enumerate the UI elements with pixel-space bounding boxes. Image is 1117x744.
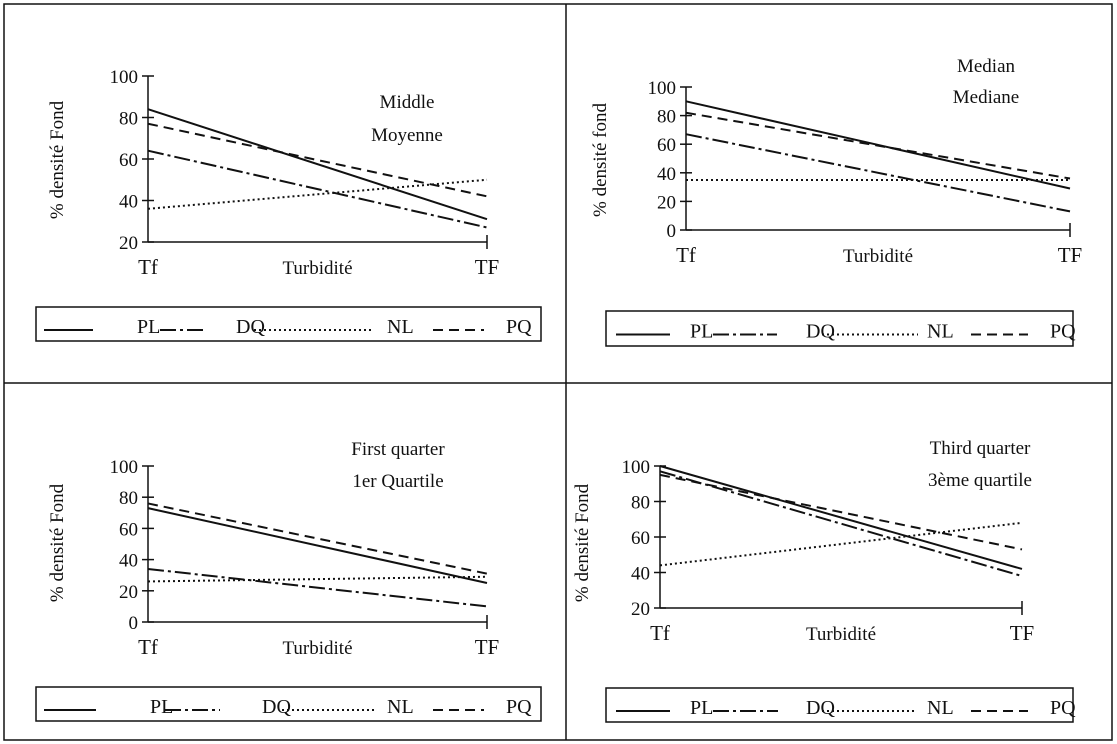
chart-title: Middle (380, 92, 435, 113)
y-tick-label: 60 (119, 150, 138, 171)
chart-panel-1: 20 40 60 80 100 Tf TF Turbidité % densité Fond Mi… (35, 67, 542, 342)
series-line-pq (659, 473, 1023, 551)
y-tick-label: 100 (110, 457, 139, 478)
y-tick-label: 100 (648, 78, 677, 99)
y-axis-label: % densité Fond (47, 100, 68, 219)
chart-subtitle: Moyenne (371, 125, 443, 146)
y-tick-label: 60 (631, 528, 650, 549)
legend-label-nl: NL (387, 696, 414, 718)
legend-label-dq: DQ (236, 316, 265, 338)
y-tick-label: 20 (631, 599, 650, 620)
y-tick-label: 0 (667, 221, 677, 242)
series-line-nl (147, 575, 488, 583)
legend-label-nl: NL (927, 321, 954, 343)
legend-box (35, 306, 542, 342)
legend-label-pl: PL (150, 696, 173, 718)
x-tick-label: TF (1058, 243, 1083, 267)
x-tick-label: Tf (138, 255, 158, 279)
series-line-pl (147, 507, 488, 584)
y-axis-label: % densité Fond (47, 483, 68, 602)
series-line-pl (659, 465, 1023, 570)
legend-label-dq: DQ (806, 697, 835, 719)
y-tick-label: 0 (129, 613, 139, 634)
x-tick-label: TF (475, 635, 500, 659)
legend: PL DQ NL PQ (35, 306, 542, 342)
y-tick-label: 80 (119, 109, 138, 130)
legend-label-nl: NL (927, 697, 954, 719)
y-tick-label: 40 (631, 564, 650, 585)
y-tick-label: 20 (119, 233, 138, 254)
chart-title: Median (957, 56, 1016, 77)
legend-label-pq: PQ (1050, 321, 1076, 343)
series-line-dq (147, 567, 488, 608)
legend-label-pl: PL (137, 316, 160, 338)
y-tick-label: 100 (110, 67, 139, 88)
legend-label-dq: DQ (806, 321, 835, 343)
y-tick-label: 80 (657, 107, 676, 128)
figure-frame (3, 3, 1113, 741)
chart-panel-3: 0 20 40 60 80 100 Tf TF Turbidité % densité Fond F… (35, 439, 542, 722)
y-tick-label: 80 (119, 488, 138, 509)
y-tick-label: 40 (119, 551, 138, 572)
legend-label-pl: PL (690, 697, 713, 719)
legend: PL DQ NL PQ (35, 686, 542, 722)
legend-box (605, 310, 1074, 347)
legend-label-pl: PL (690, 321, 713, 343)
y-tick-label: 20 (657, 192, 676, 213)
y-tick-label: 80 (631, 493, 650, 514)
series-line-pq (147, 502, 488, 575)
chart-panel-4: 20 40 60 80 100 Tf TF Turbidité % densité Fond Th… (572, 438, 1076, 723)
y-axis-label: % densité fond (590, 103, 611, 217)
x-tick-label: TF (1010, 621, 1035, 645)
x-axis-label: Turbidité (282, 638, 352, 659)
x-tick-label: TF (475, 255, 500, 279)
series-line-pl (147, 108, 488, 221)
x-tick-label: Tf (650, 621, 670, 645)
x-axis-label: Turbidité (282, 258, 352, 279)
chart-panel-2: 0 20 40 60 80 100 Tf TF Turbidité % densité fond M… (590, 56, 1083, 347)
legend-box (605, 687, 1074, 723)
chart-title: Third quarter (930, 438, 1031, 459)
series-line-nl (659, 521, 1023, 567)
legend-label-pq: PQ (506, 316, 532, 338)
series-line-dq (147, 149, 488, 229)
chart-subtitle: 3ème quartile (928, 470, 1032, 491)
chart-subtitle: Mediane (953, 87, 1019, 108)
y-tick-label: 20 (119, 582, 138, 603)
legend: PL DQ NL PQ (605, 310, 1076, 347)
legend-box (35, 686, 542, 722)
x-axis-label: Turbidité (806, 624, 876, 645)
series-line-nl (147, 178, 488, 210)
x-tick-label: Tf (676, 243, 696, 267)
x-tick-label: Tf (138, 635, 158, 659)
legend-label-nl: NL (387, 316, 414, 338)
legend-label-dq: DQ (262, 696, 291, 718)
legend-label-pq: PQ (1050, 697, 1076, 719)
series-line-pq (685, 111, 1071, 180)
chart-subtitle: 1er Quartile (352, 471, 443, 492)
y-tick-label: 100 (622, 457, 651, 478)
y-tick-label: 40 (119, 192, 138, 213)
series-line-pq (147, 122, 488, 198)
y-tick-label: 40 (657, 164, 676, 185)
series-line-dq (685, 133, 1071, 213)
y-axis-label: % densité Fond (572, 483, 593, 602)
y-tick-label: 60 (119, 519, 138, 540)
x-axis-label: Turbidité (843, 246, 913, 267)
legend-label-pq: PQ (506, 696, 532, 718)
series-line-dq (659, 470, 1023, 578)
chart-title: First quarter (351, 439, 445, 460)
y-tick-label: 60 (657, 135, 676, 156)
legend: PL DQ NL PQ (605, 687, 1076, 723)
